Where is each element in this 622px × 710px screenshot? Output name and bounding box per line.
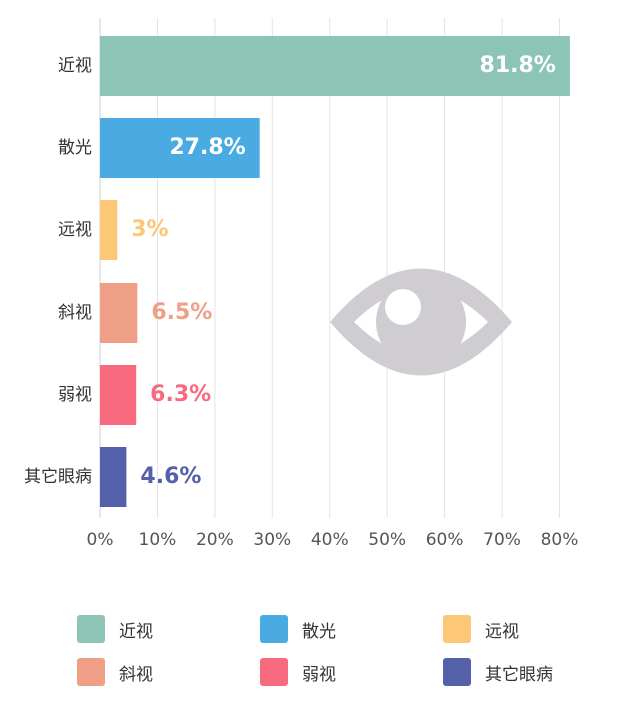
legend-item-other: 其它眼病 <box>443 657 553 687</box>
x-tick-label: 70% <box>483 530 521 550</box>
legend-item-myopia: 近视 <box>77 614 153 644</box>
x-tick-label: 50% <box>368 530 406 550</box>
eye-icon <box>330 268 512 376</box>
x-axis-ticks: 0% 10% 20% 30% 40% 50% 60% 70% 80% <box>87 530 579 550</box>
legend-label: 弱视 <box>302 664 336 685</box>
legend-swatch <box>443 658 471 686</box>
value-label: 6.3% <box>150 382 211 407</box>
value-label: 27.8% <box>169 135 245 160</box>
x-tick-label: 40% <box>311 530 349 550</box>
x-tick-label: 20% <box>196 530 234 550</box>
x-tick-label: 60% <box>426 530 464 550</box>
x-tick-label: 0% <box>87 530 114 550</box>
legend-item-hyperopia: 远视 <box>443 614 519 644</box>
legend-item-astigmatism: 散光 <box>260 614 336 644</box>
legend: 近视 散光 远视 斜视 弱视 其它眼病 <box>0 610 622 690</box>
legend-label: 远视 <box>485 621 519 642</box>
x-tick-label: 80% <box>541 530 579 550</box>
category-label: 弱视 <box>58 385 92 405</box>
legend-swatch <box>260 658 288 686</box>
legend-swatch <box>443 615 471 643</box>
value-label: 3% <box>131 217 168 242</box>
value-label: 81.8% <box>480 53 556 78</box>
bar <box>100 365 137 425</box>
value-labels: 81.8% 27.8% 3% 6.5% 6.3% 4.6% <box>131 53 556 489</box>
gridlines <box>99 18 561 518</box>
legend-swatch <box>77 658 105 686</box>
x-tick-label: 30% <box>253 530 291 550</box>
category-label: 斜视 <box>58 303 92 323</box>
category-label: 其它眼病 <box>24 467 92 487</box>
legend-label: 斜视 <box>119 664 153 685</box>
bars <box>100 36 570 507</box>
category-label: 散光 <box>58 138 92 158</box>
category-label: 近视 <box>58 56 92 76</box>
legend-label: 散光 <box>302 621 336 642</box>
bar <box>100 447 127 507</box>
x-tick-label: 10% <box>139 530 177 550</box>
bar <box>100 283 138 343</box>
category-label: 远视 <box>58 220 92 240</box>
bar <box>100 36 570 96</box>
bar <box>100 200 118 260</box>
bar <box>100 118 260 178</box>
legend-label: 其它眼病 <box>485 664 553 685</box>
legend-swatch <box>77 615 105 643</box>
value-label: 6.5% <box>151 300 212 325</box>
legend-label: 近视 <box>119 621 153 642</box>
legend-item-strabismus: 斜视 <box>77 657 153 687</box>
value-label: 4.6% <box>140 464 201 489</box>
legend-item-amblyopia: 弱视 <box>260 657 336 687</box>
legend-swatch <box>260 615 288 643</box>
